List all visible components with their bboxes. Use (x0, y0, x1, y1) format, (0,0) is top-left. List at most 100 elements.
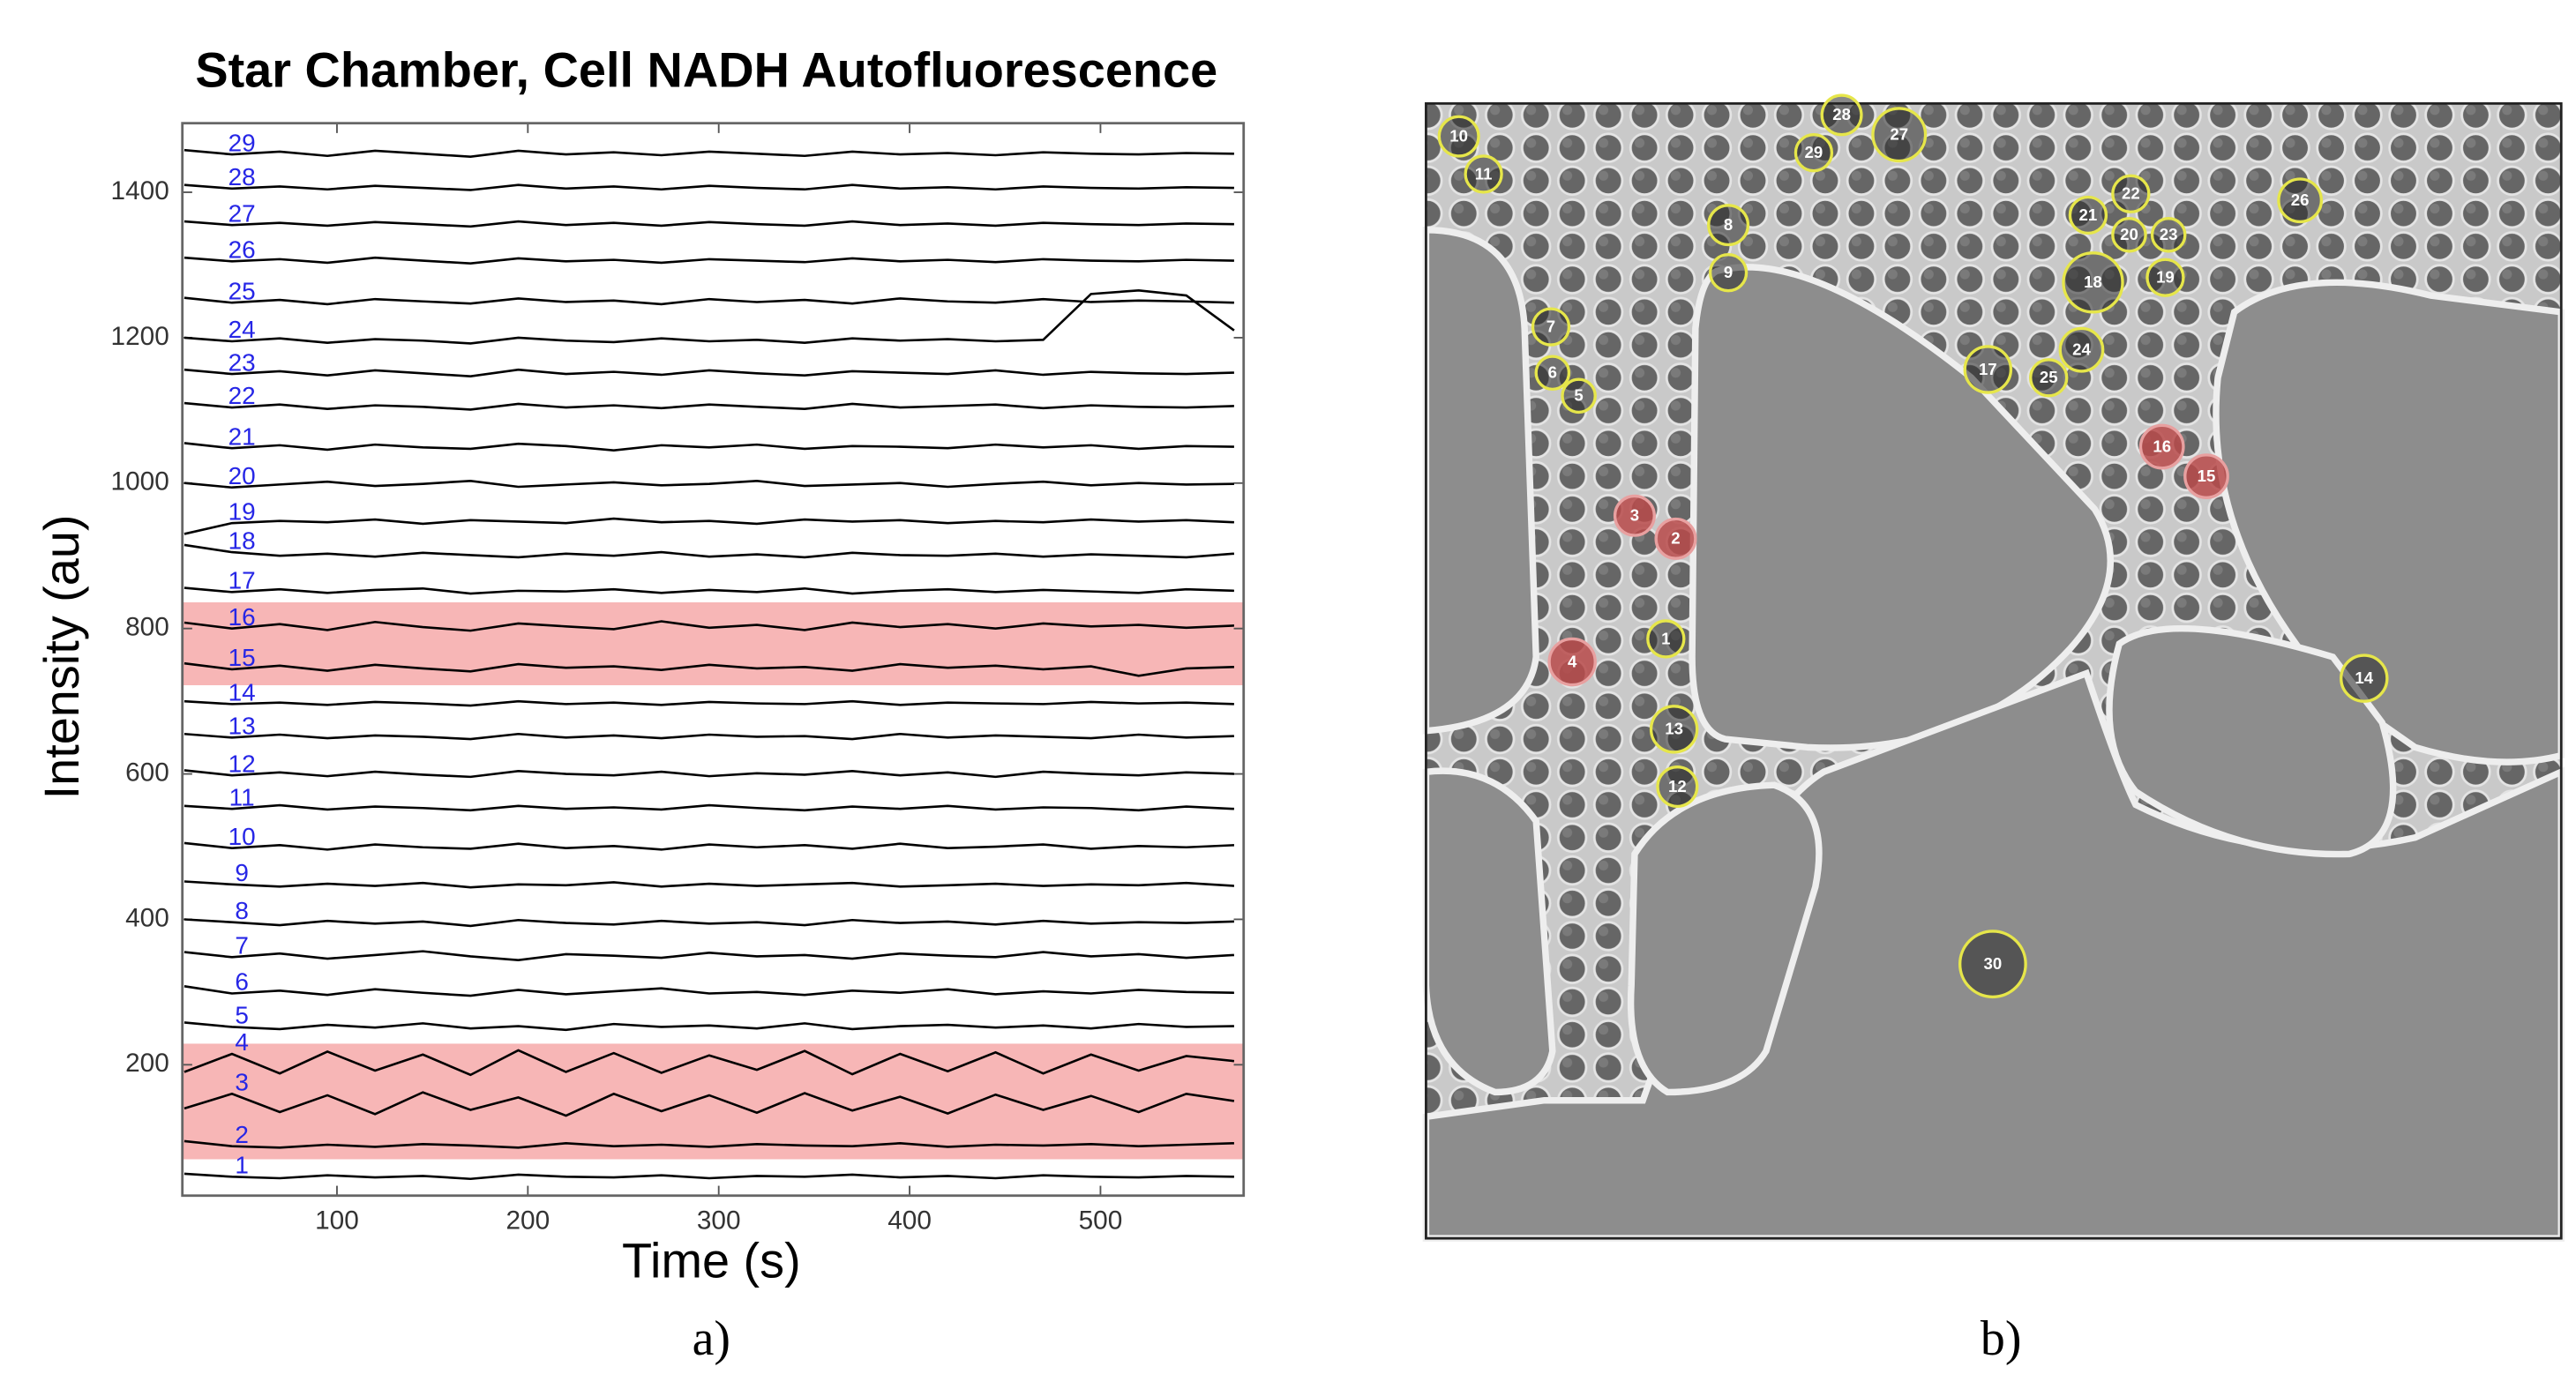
trace-line (183, 841, 1234, 851)
cell-marker (1707, 204, 1750, 247)
trace-label: 6 (235, 968, 249, 996)
cell-label: 17 (1979, 360, 1997, 378)
trace-label: 21 (228, 422, 256, 450)
trace-line (183, 220, 1234, 228)
trace-line (183, 803, 1234, 812)
cell-marker (1531, 307, 1571, 347)
trace-line (183, 950, 1234, 962)
trace-label: 13 (228, 713, 256, 740)
trace-line (183, 661, 1234, 677)
trace-label: 24 (228, 316, 256, 343)
x-tick-label: 200 (505, 1206, 550, 1235)
cell-label: 22 (2122, 184, 2140, 203)
cell-label: 3 (1630, 506, 1639, 525)
trace-label: 10 (228, 823, 256, 850)
trace-line (183, 296, 1234, 306)
cell-marker (1649, 705, 1699, 754)
trace-label: 4 (235, 1028, 249, 1056)
trace-label: 9 (235, 859, 249, 886)
cell-marker (2062, 251, 2124, 314)
trace-label: 12 (228, 750, 256, 777)
y-tick-label: 600 (125, 758, 169, 787)
trace-label: 20 (228, 462, 256, 489)
trace-label: 18 (228, 526, 256, 554)
cell-label: 2 (1671, 529, 1680, 548)
cell-label: 13 (1665, 720, 1683, 738)
y-tick-label: 1200 (111, 322, 169, 351)
trace-line (183, 543, 1235, 559)
cell-marker (1708, 252, 1749, 293)
y-tick-label: 1000 (111, 467, 169, 497)
trace-label: 1 (235, 1152, 249, 1179)
trace-line (183, 1021, 1234, 1032)
x-tick-label: 100 (315, 1206, 359, 1235)
cell-marker (2138, 423, 2185, 470)
trace-line (183, 1139, 1234, 1149)
cell-marker (1534, 355, 1571, 392)
trace-line (183, 183, 1234, 191)
cell-label: 20 (2120, 225, 2138, 243)
cell-marker (1561, 377, 1597, 414)
cell-marker (1793, 133, 1834, 173)
cell-marker (2340, 653, 2389, 703)
cell-label: 16 (2153, 437, 2171, 455)
trace-line (183, 769, 1234, 779)
cell-label: 28 (1832, 105, 1851, 123)
y-tick-label: 800 (125, 613, 169, 642)
trace-line (183, 256, 1234, 265)
cell-label: 30 (1984, 954, 2003, 973)
trace-line (183, 620, 1234, 632)
trace-line (183, 586, 1234, 595)
cell-label: 7 (1546, 317, 1555, 335)
caption: a) (693, 1311, 730, 1366)
trace-label: 19 (228, 497, 256, 525)
cell-marker (2058, 326, 2105, 373)
cell-marker (1820, 93, 1863, 137)
cell-label: 9 (1724, 263, 1733, 281)
plot-frame (181, 122, 1246, 1198)
cell-marker (1547, 637, 1597, 687)
trace-line (183, 401, 1234, 411)
x-tick-label: 400 (887, 1206, 932, 1235)
cell-marker (1654, 517, 1697, 560)
cell-label: 23 (2160, 225, 2178, 243)
cell-marker (1871, 107, 1928, 163)
cell-marker (2145, 258, 2185, 297)
y-axis-label: Intensity (au) (34, 514, 89, 799)
cell-label: 25 (2040, 368, 2058, 386)
trace-line (183, 288, 1235, 345)
trace-label: 25 (228, 278, 256, 305)
cell-marker (2068, 195, 2108, 235)
trace-line (183, 1172, 1234, 1181)
cell-marker (2183, 453, 2229, 499)
trace-label: 5 (235, 1002, 249, 1029)
cell-marker (1656, 765, 1699, 809)
cell-label: 19 (2156, 268, 2175, 287)
trace-label: 17 (228, 567, 256, 594)
x-tick-label: 500 (1079, 1206, 1123, 1235)
x-tick-label: 300 (697, 1206, 741, 1235)
trace-label: 26 (228, 236, 256, 264)
cell-label: 26 (2291, 190, 2310, 209)
image-frame (1425, 101, 2563, 1240)
cell-label: 11 (1475, 164, 1493, 183)
trace-line (183, 479, 1234, 489)
caption: b) (1981, 1311, 2022, 1366)
x-axis-label: Time (s) (622, 1233, 801, 1288)
cell-label: 21 (2079, 205, 2098, 224)
trace-label: 3 (235, 1069, 249, 1096)
y-tick-label: 1400 (111, 176, 169, 205)
y-tick-label: 400 (125, 903, 169, 932)
cell-marker (1437, 115, 1480, 158)
trace-line (183, 880, 1234, 889)
cell-marker (1613, 494, 1656, 537)
cell-marker (1646, 619, 1686, 659)
cell-label: 27 (1890, 125, 1908, 144)
trace-label: 28 (228, 163, 256, 190)
chart-title: Star Chamber, Cell NADH Autofluorescence (195, 42, 1217, 98)
trace-line (183, 699, 1234, 707)
cell-label: 6 (1548, 363, 1557, 382)
cell-label: 10 (1449, 126, 1468, 145)
